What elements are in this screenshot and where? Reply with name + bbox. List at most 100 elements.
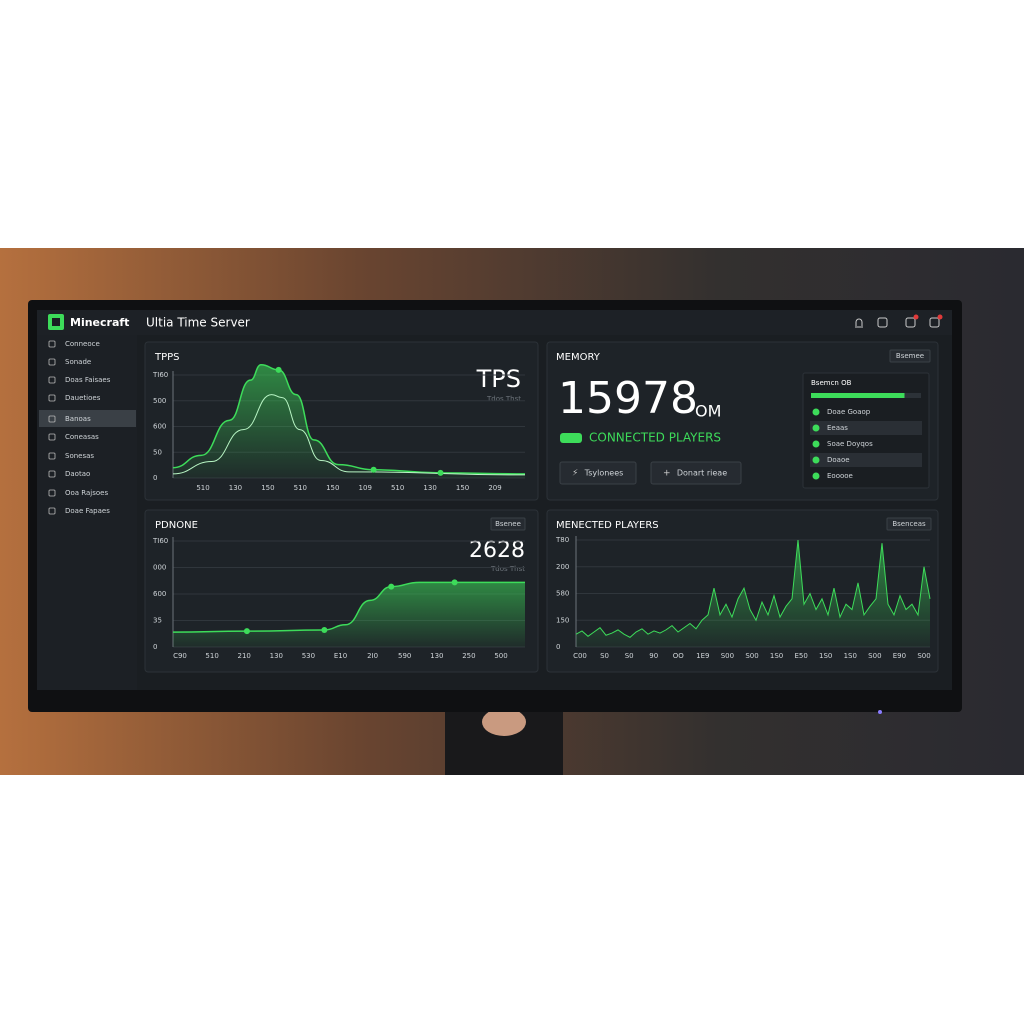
y-tick-label: TI60 — [152, 371, 168, 379]
x-tick-label: C00 — [573, 652, 587, 660]
progress-bar — [811, 393, 905, 398]
x-tick-label: 510 — [391, 484, 404, 492]
brand: Minecraft — [70, 316, 129, 329]
sidebar-icon — [48, 470, 56, 478]
action-button[interactable] — [559, 461, 637, 485]
sidebar-icon — [48, 394, 56, 402]
sidebar-item[interactable]: Conneoce — [65, 340, 100, 348]
x-tick-label: 250 — [462, 652, 475, 660]
area — [576, 540, 930, 647]
button[interactable] — [490, 517, 526, 531]
sidebar-item[interactable]: Coneasas — [65, 433, 99, 441]
sidebar-item[interactable]: Banoas — [65, 415, 91, 423]
x-tick-label: S00 — [745, 652, 758, 660]
x-tick-label: 130 — [430, 652, 443, 660]
badge — [913, 314, 919, 320]
panel-title: PDNONE — [155, 520, 198, 531]
x-tick-label: 130 — [270, 652, 283, 660]
y-tick-label: 200 — [556, 563, 569, 571]
stand-knob — [482, 708, 526, 736]
panel-title: MEMORY — [556, 352, 601, 363]
line — [172, 581, 525, 633]
action-icon: ⚡ — [572, 469, 578, 479]
x-tick-label: 150 — [326, 484, 339, 492]
line — [172, 363, 526, 475]
header-icons — [855, 314, 943, 328]
sidebar — [37, 335, 137, 690]
y-tick-label: 35 — [153, 617, 162, 625]
panel-title: TPPS — [154, 352, 180, 363]
big-value: 2628 — [469, 538, 525, 563]
alert-icon[interactable] — [929, 317, 940, 328]
sidebar-item[interactable]: Sonesas — [65, 452, 94, 460]
y-tick-label: TI60 — [152, 537, 168, 545]
y-tick-label: T80 — [555, 536, 569, 544]
sidebar-item[interactable]: Dauetioes — [65, 394, 101, 402]
list-item: Soae Doyqos — [827, 440, 873, 448]
list-title: Bsemcn OB — [811, 379, 852, 387]
settings-icon[interactable] — [877, 317, 888, 328]
status-dot — [812, 424, 820, 432]
button-label: Bsemee — [896, 352, 924, 360]
x-tick-label: 2I0 — [367, 652, 378, 660]
button[interactable] — [886, 517, 932, 531]
brand-logo-inner — [52, 318, 60, 326]
marker — [370, 466, 377, 473]
button[interactable] — [889, 349, 931, 363]
sidebar-item[interactable]: Doas Faisaes — [65, 376, 111, 384]
x-tick-label: S00 — [868, 652, 881, 660]
message-icon[interactable] — [905, 317, 916, 328]
badge — [937, 314, 943, 320]
sidebar-icon — [48, 415, 56, 423]
sidebar-icon — [48, 376, 56, 384]
power-led — [878, 710, 882, 714]
x-tick-label: 510 — [294, 484, 307, 492]
x-tick-label: 130 — [229, 484, 242, 492]
list-item: Eeaas — [827, 424, 848, 432]
status-dot — [812, 408, 820, 416]
x-tick-label: 530 — [302, 652, 315, 660]
x-tick-label: OO — [673, 652, 685, 660]
line — [172, 394, 526, 476]
marker — [321, 627, 328, 634]
bell-icon[interactable] — [855, 318, 863, 328]
sidebar-icon — [48, 489, 56, 497]
y-tick-label: 50 — [153, 448, 162, 456]
area — [173, 364, 525, 478]
y-tick-label: 0 — [153, 643, 157, 651]
marker — [388, 583, 395, 590]
x-tick-label: 590 — [398, 652, 411, 660]
button-label: Bsenceas — [892, 520, 926, 528]
sidebar-icon — [48, 433, 56, 441]
x-tick-label: S0 — [600, 652, 609, 660]
marker — [451, 579, 458, 586]
list-row — [810, 453, 922, 467]
sidebar-item[interactable]: Ooa Rajsoes — [65, 489, 108, 497]
unit: OM — [695, 402, 721, 421]
y-tick-label: 600 — [153, 590, 166, 598]
x-tick-label: S00 — [721, 652, 734, 660]
x-tick-label: 1S0 — [770, 652, 783, 660]
sidebar-icon — [48, 452, 56, 460]
status-pill — [560, 433, 582, 443]
list-item: Eooooe — [827, 472, 853, 480]
x-tick-label: 510 — [196, 484, 209, 492]
marker — [275, 366, 282, 373]
sidebar-item[interactable]: Daotao — [65, 470, 90, 478]
action-button[interactable] — [650, 461, 742, 485]
x-tick-label: 150 — [456, 484, 469, 492]
x-tick-label: E90 — [893, 652, 906, 660]
sidebar-icon — [48, 340, 56, 348]
caption: Tdos Thst — [490, 565, 525, 573]
sidebar-item[interactable]: Sonade — [65, 358, 91, 366]
line — [575, 539, 931, 638]
sidebar-item[interactable]: Doae Fapaes — [65, 507, 110, 515]
x-tick-label: 210 — [238, 652, 251, 660]
panel-title: MENECTED PLAYERS — [556, 520, 659, 531]
action-icon: + — [663, 469, 671, 479]
list-row — [810, 421, 922, 435]
x-tick-label: 90 — [649, 652, 658, 660]
big-value: 15978 — [558, 373, 698, 424]
x-tick-label: 109 — [359, 484, 372, 492]
y-tick-label: 0 — [153, 474, 157, 482]
